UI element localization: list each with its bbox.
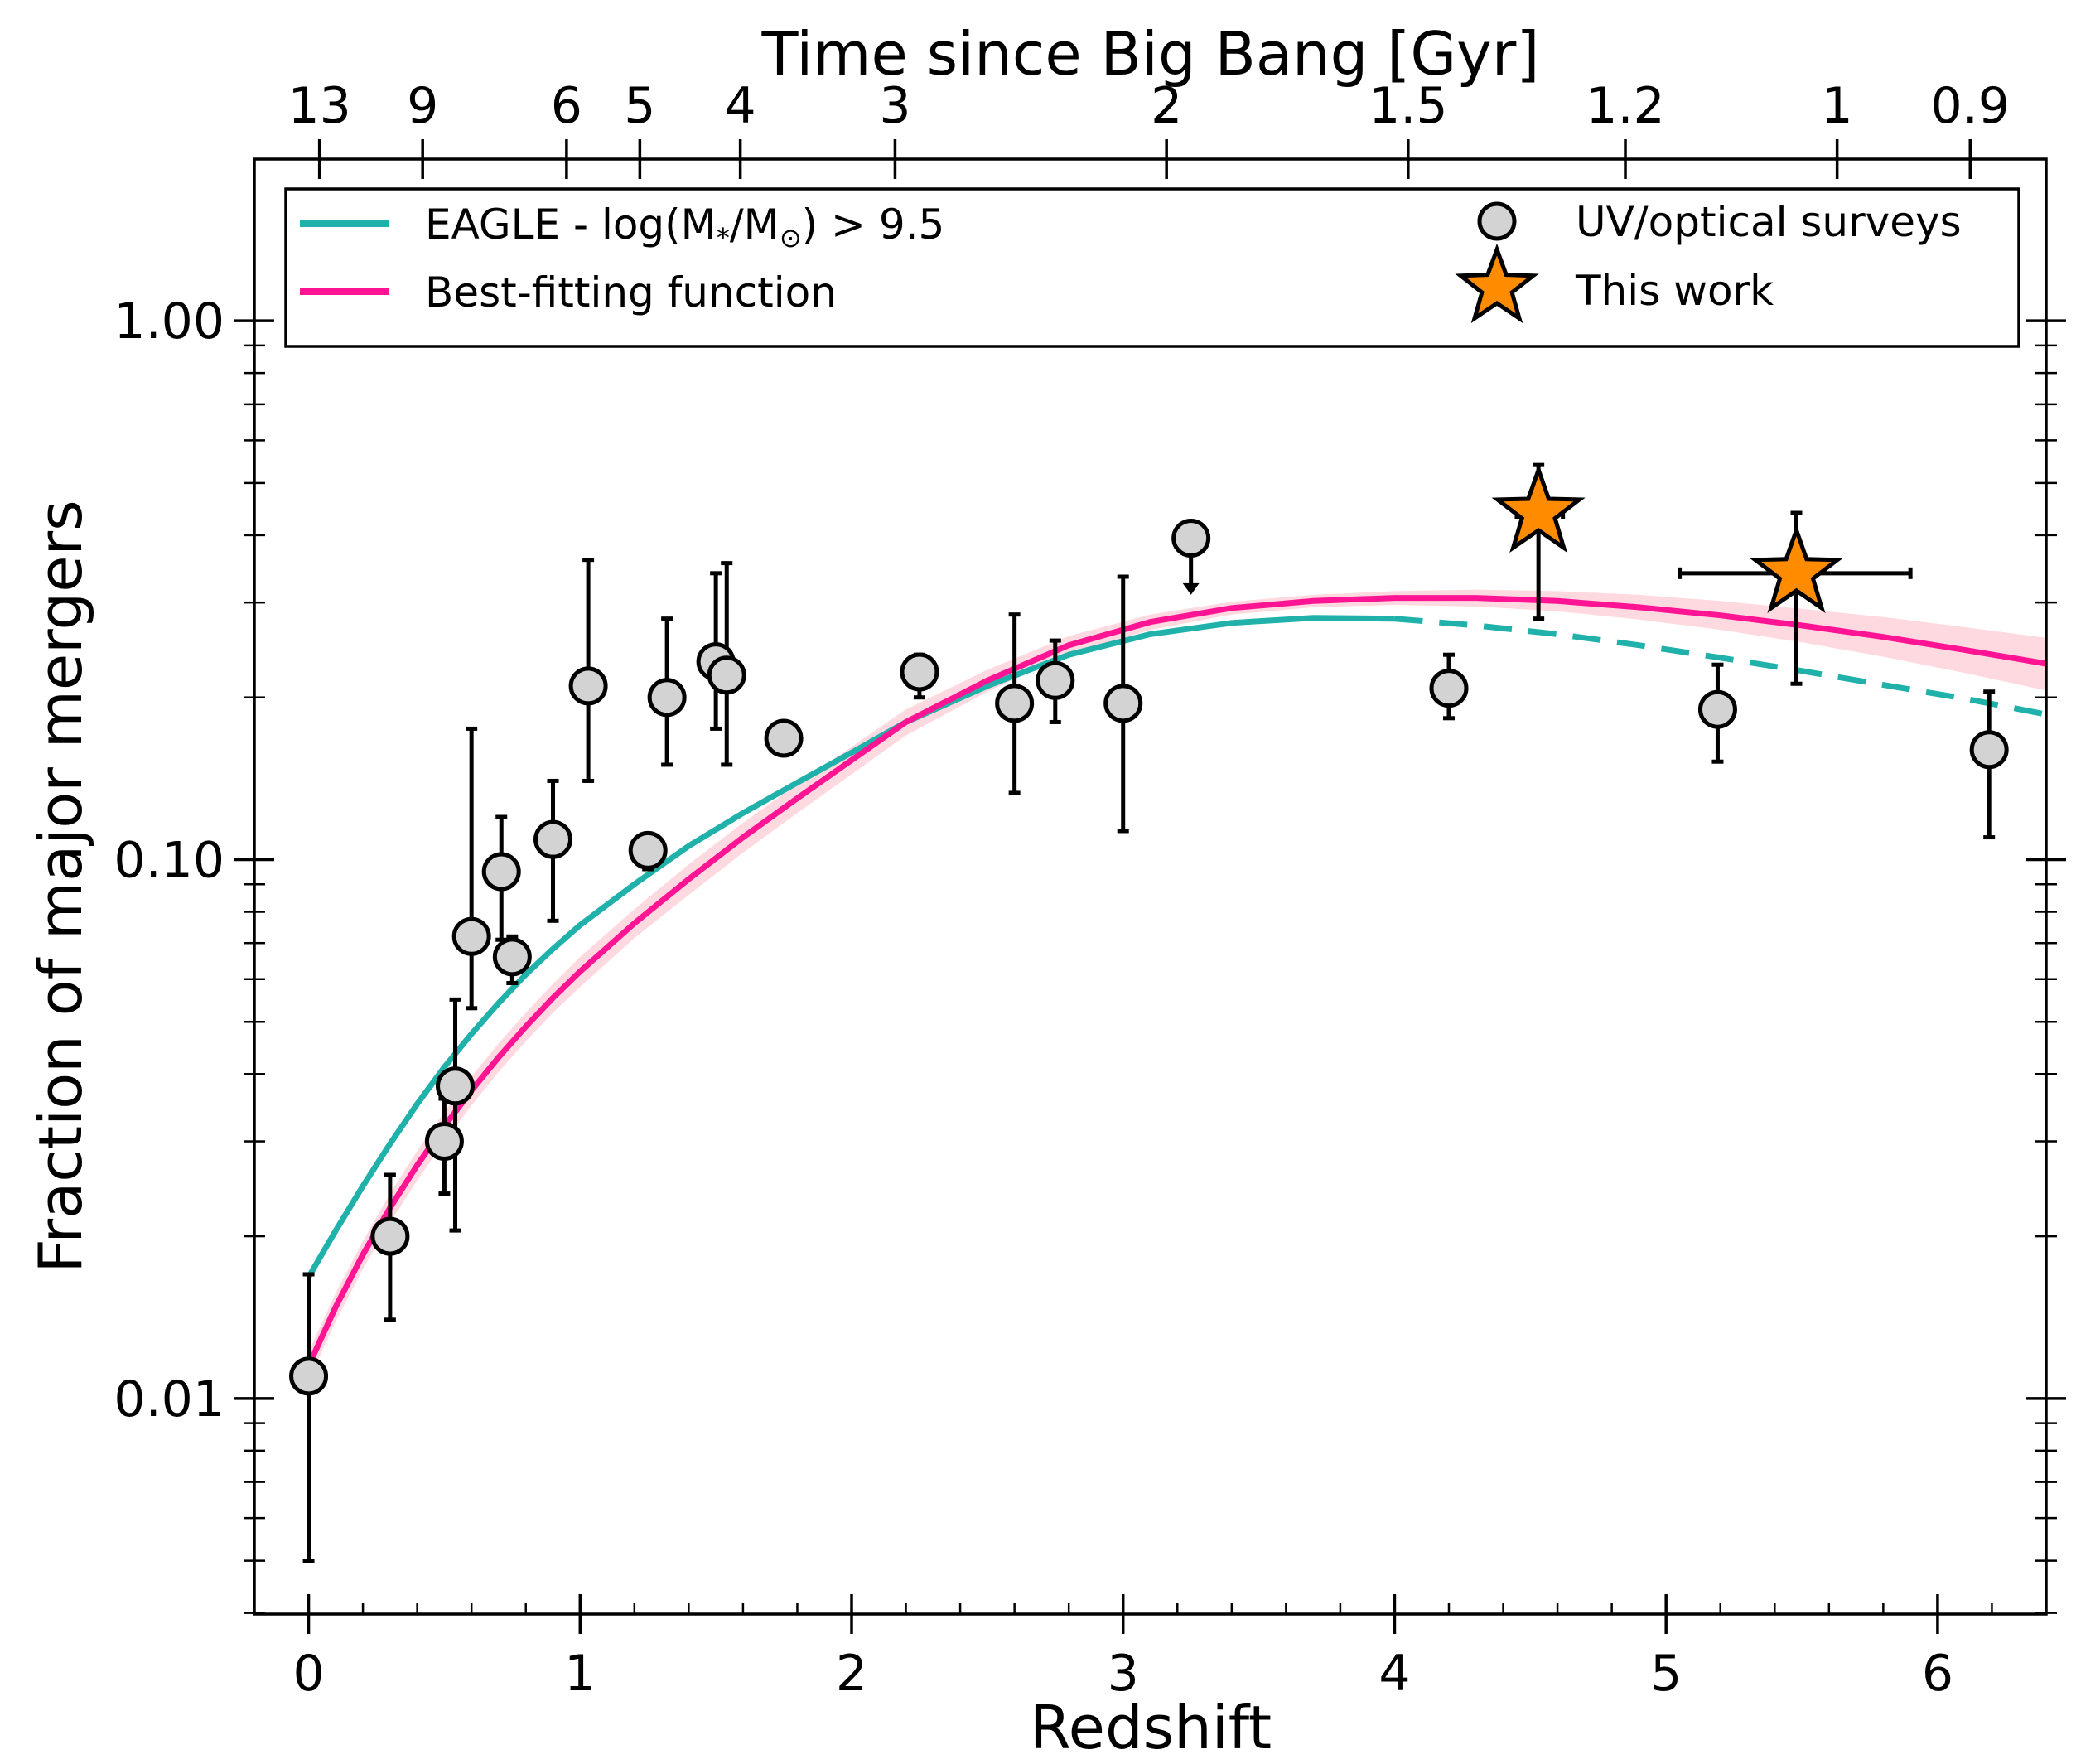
top-tick-label: 4: [725, 77, 756, 135]
survey-point: [764, 718, 804, 758]
legend-star-shape: [1455, 243, 1539, 324]
x-tick-label: 3: [1108, 1645, 1139, 1703]
legend-uv-marker: [1477, 201, 1517, 241]
top-tick-label: 1.5: [1369, 77, 1447, 135]
survey-point: [370, 1216, 410, 1256]
survey-point: [900, 652, 939, 692]
survey-point: [492, 937, 532, 977]
survey-point: [1697, 689, 1737, 729]
plot-layer: [289, 462, 2047, 1563]
survey-point: [707, 655, 746, 695]
x-tick-label: 1: [564, 1645, 596, 1703]
y-tick-label: 0.01: [113, 1370, 224, 1428]
survey-point: [568, 666, 608, 706]
this-work-star: [1491, 463, 1586, 553]
top-tick-label: 6: [551, 77, 582, 135]
legend-eagle-label: EAGLE - log(M*/M⊙) > 9.5: [425, 201, 944, 254]
top-tick-label: 2: [1151, 77, 1182, 135]
x-tick-label: 6: [1922, 1645, 1953, 1703]
legend-this-work-label: This work: [1575, 267, 1774, 315]
survey-point: [1103, 684, 1143, 723]
top-tick-label: 13: [287, 77, 350, 135]
top-tick-label: 1.2: [1586, 77, 1664, 135]
survey-point: [1036, 660, 1075, 700]
y-tick-label: 1.00: [113, 292, 224, 350]
legend-best-fit-label: Best-fitting function: [425, 268, 837, 317]
survey-point: [451, 916, 491, 956]
survey-upper-limit-point: [1171, 518, 1211, 558]
survey-point: [647, 678, 687, 718]
x-tick-label: 0: [292, 1645, 324, 1703]
top-tick-label: 3: [879, 77, 910, 135]
x-tick-label: 2: [836, 1645, 867, 1703]
y-axis-title: Fraction of major mergers: [26, 500, 95, 1273]
survey-point: [1429, 669, 1469, 708]
upper-limit-arrow: [1182, 582, 1200, 595]
plot-frame: [253, 157, 2048, 1616]
top-tick-label: 0.9: [1931, 77, 2010, 135]
legend-uv-label: UV/optical surveys: [1576, 198, 1962, 246]
survey-point: [533, 819, 572, 859]
x-tick-label: 4: [1378, 1645, 1410, 1703]
legend-box: [284, 187, 2020, 348]
top-tick-label: 1: [1822, 77, 1853, 135]
legend-star-marker: [1455, 243, 1539, 324]
top-axis-title: Time since Big Bang [Gyr]: [761, 19, 1540, 89]
legend: EAGLE - log(M*/M⊙) > 9.5 Best-fitting fu…: [284, 187, 2020, 348]
top-tick-label: 9: [407, 77, 438, 135]
survey-point: [628, 830, 668, 870]
survey-point: [1969, 730, 2009, 770]
survey-point: [424, 1122, 464, 1162]
y-tick-label: 0.10: [113, 831, 224, 889]
x-axis-title: Redshift: [1030, 1693, 1272, 1762]
this-work-star: [1749, 524, 1844, 613]
survey-point: [436, 1066, 476, 1106]
x-tick-label: 5: [1650, 1645, 1682, 1703]
survey-point: [481, 852, 521, 892]
eagle-curve-dashed: [1394, 616, 2047, 718]
eagle-curve-solid: [306, 615, 1395, 1279]
survey-point: [995, 684, 1035, 723]
survey-point: [289, 1356, 329, 1396]
top-tick-label: 5: [624, 77, 655, 135]
